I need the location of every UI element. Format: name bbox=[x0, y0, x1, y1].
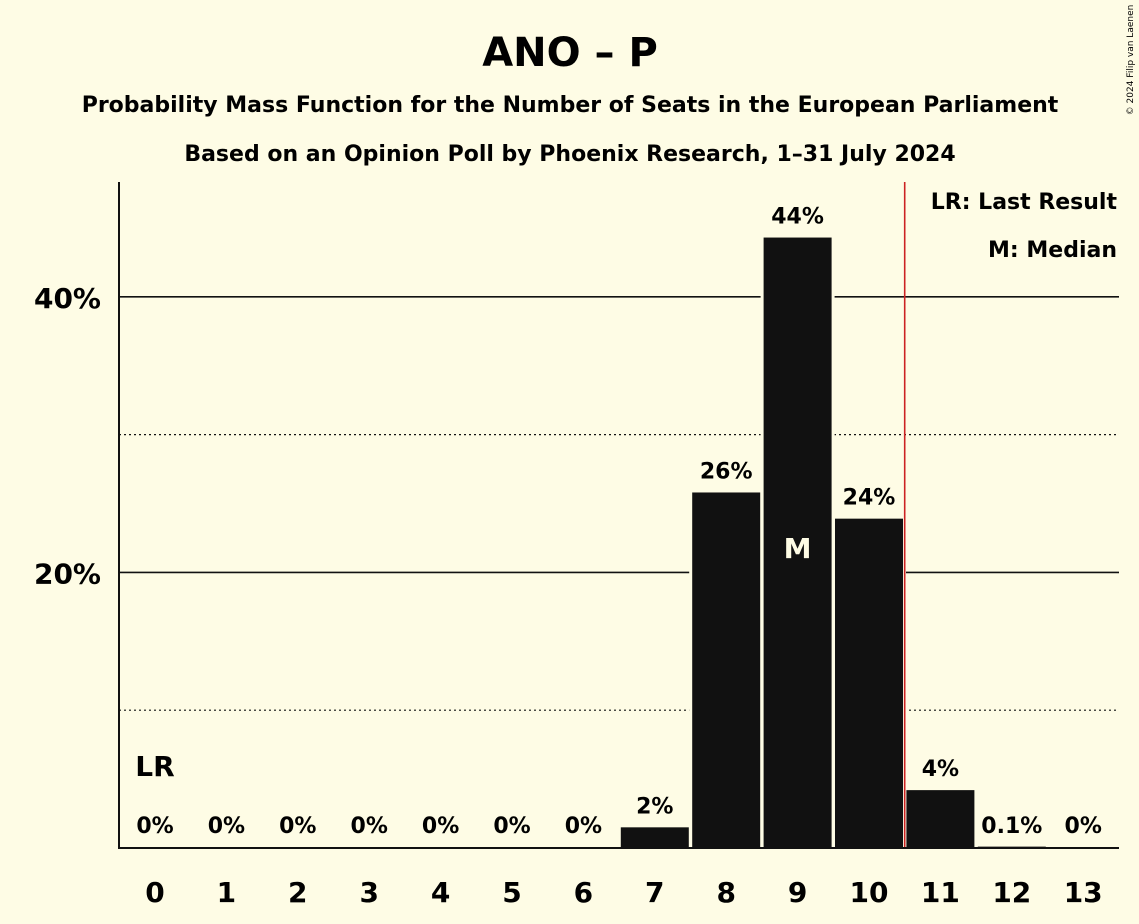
bars-layer bbox=[617, 234, 1049, 848]
value-label: 0% bbox=[136, 814, 173, 839]
x-tick-label: 7 bbox=[645, 876, 664, 909]
x-tick-label: 2 bbox=[288, 876, 307, 909]
value-label: 0% bbox=[351, 814, 388, 839]
x-tick-label: 3 bbox=[359, 876, 378, 909]
value-label: 4% bbox=[922, 757, 959, 782]
bar-7 bbox=[620, 827, 689, 848]
grid-layer bbox=[119, 295, 1119, 711]
value-label: 26% bbox=[700, 459, 753, 484]
labels-layer: 0% 0% 0% 0% 0% 0% 0% 2% 26% 44% 24% 4% 0.1% 0% M LR bbox=[135, 182, 1102, 848]
x-tick-label: 5 bbox=[502, 876, 521, 909]
bar-8 bbox=[692, 492, 761, 848]
value-label: 0% bbox=[493, 814, 530, 839]
x-tick-label: 0 bbox=[145, 876, 164, 909]
x-tick-label: 1 bbox=[217, 876, 236, 909]
chart-subtitle: Probability Mass Function for the Number… bbox=[82, 93, 1059, 118]
y-tick-label: 40% bbox=[34, 282, 101, 315]
x-tick-label: 11 bbox=[921, 876, 960, 909]
bar-11 bbox=[906, 790, 975, 848]
value-label: 0% bbox=[208, 814, 245, 839]
x-tick-label: 4 bbox=[431, 876, 450, 909]
copyright-text: © 2024 Filip van Laenen bbox=[1126, 5, 1136, 116]
bar-9 bbox=[763, 237, 832, 848]
median-marker: M bbox=[784, 532, 812, 565]
value-label: 0% bbox=[565, 814, 602, 839]
y-tick-label: 20% bbox=[34, 557, 101, 590]
value-label: 24% bbox=[843, 486, 896, 511]
legend-last-result: LR: Last Result bbox=[931, 190, 1118, 215]
value-label: 0% bbox=[422, 814, 459, 839]
value-label: 0% bbox=[279, 814, 316, 839]
value-label: 2% bbox=[636, 794, 673, 819]
chart-subtitle-2: Based on an Opinion Poll by Phoenix Rese… bbox=[184, 142, 955, 167]
x-tick-label: 8 bbox=[716, 876, 735, 909]
legend-median: M: Median bbox=[988, 238, 1117, 263]
value-label: 44% bbox=[771, 205, 824, 230]
axis-layer: 20%40%0 1 2 3 4 5 6 7 8 9 10 11 12 13 bbox=[34, 182, 1119, 909]
x-tick-label: 6 bbox=[574, 876, 593, 909]
bar-10 bbox=[835, 518, 903, 848]
bar-halo bbox=[974, 843, 1049, 848]
x-tick-label: 13 bbox=[1064, 876, 1103, 909]
value-label: 0.1% bbox=[981, 814, 1042, 839]
chart-title: ANO – P bbox=[482, 30, 658, 76]
x-tick-label: 10 bbox=[850, 876, 889, 909]
last-result-marker: LR bbox=[135, 750, 174, 783]
x-tick-label: 9 bbox=[788, 876, 807, 909]
x-tick-label: 12 bbox=[992, 876, 1031, 909]
value-label: 0% bbox=[1065, 814, 1102, 839]
